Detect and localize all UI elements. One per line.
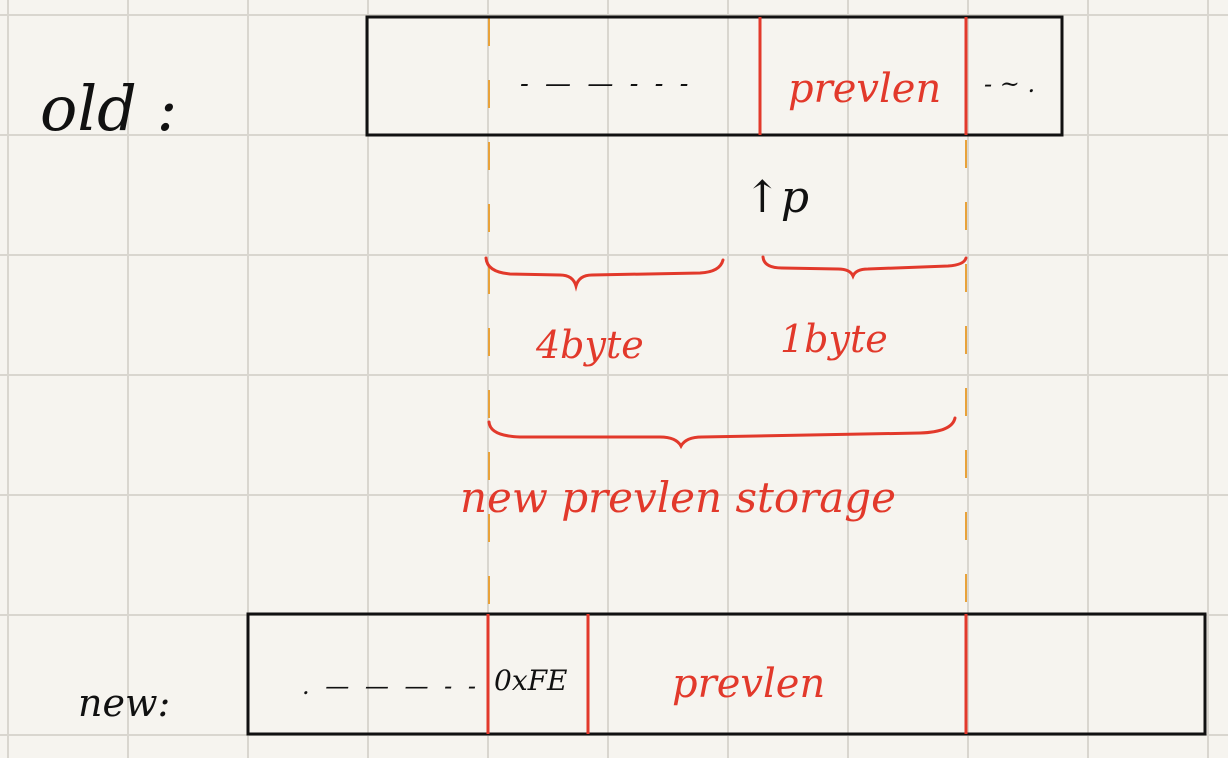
old-cell-prevlen: prevlen	[788, 66, 941, 112]
new-block: . — — — - - 0xFE prevlen	[246, 612, 1207, 736]
new-cell-ellipsis: . — — — - -	[302, 672, 480, 700]
new-label: new:	[78, 681, 170, 725]
label-1byte: 1byte	[780, 317, 888, 361]
label-4byte: 4byte	[535, 323, 644, 367]
alignment-guides	[488, 18, 967, 612]
brace-total	[487, 416, 957, 450]
old-cell-ellipsis: - — — - - -	[520, 69, 692, 99]
old-block-outline	[365, 15, 1064, 137]
new-block-outline	[246, 612, 1207, 736]
old-cell-tail: - ~ .	[984, 70, 1035, 98]
brace-4byte	[484, 256, 725, 292]
old-block: - — — - - - prevlen - ~ .	[365, 15, 1064, 137]
new-cell-0xfe: 0xFE	[494, 664, 567, 697]
new-cell-prevlen: prevlen	[672, 661, 825, 707]
label-new-prevlen-storage: new prevlen storage	[460, 473, 896, 522]
pointer-label: ↑p	[744, 172, 809, 223]
brace-1byte	[761, 255, 968, 280]
old-label: old :	[40, 72, 177, 145]
